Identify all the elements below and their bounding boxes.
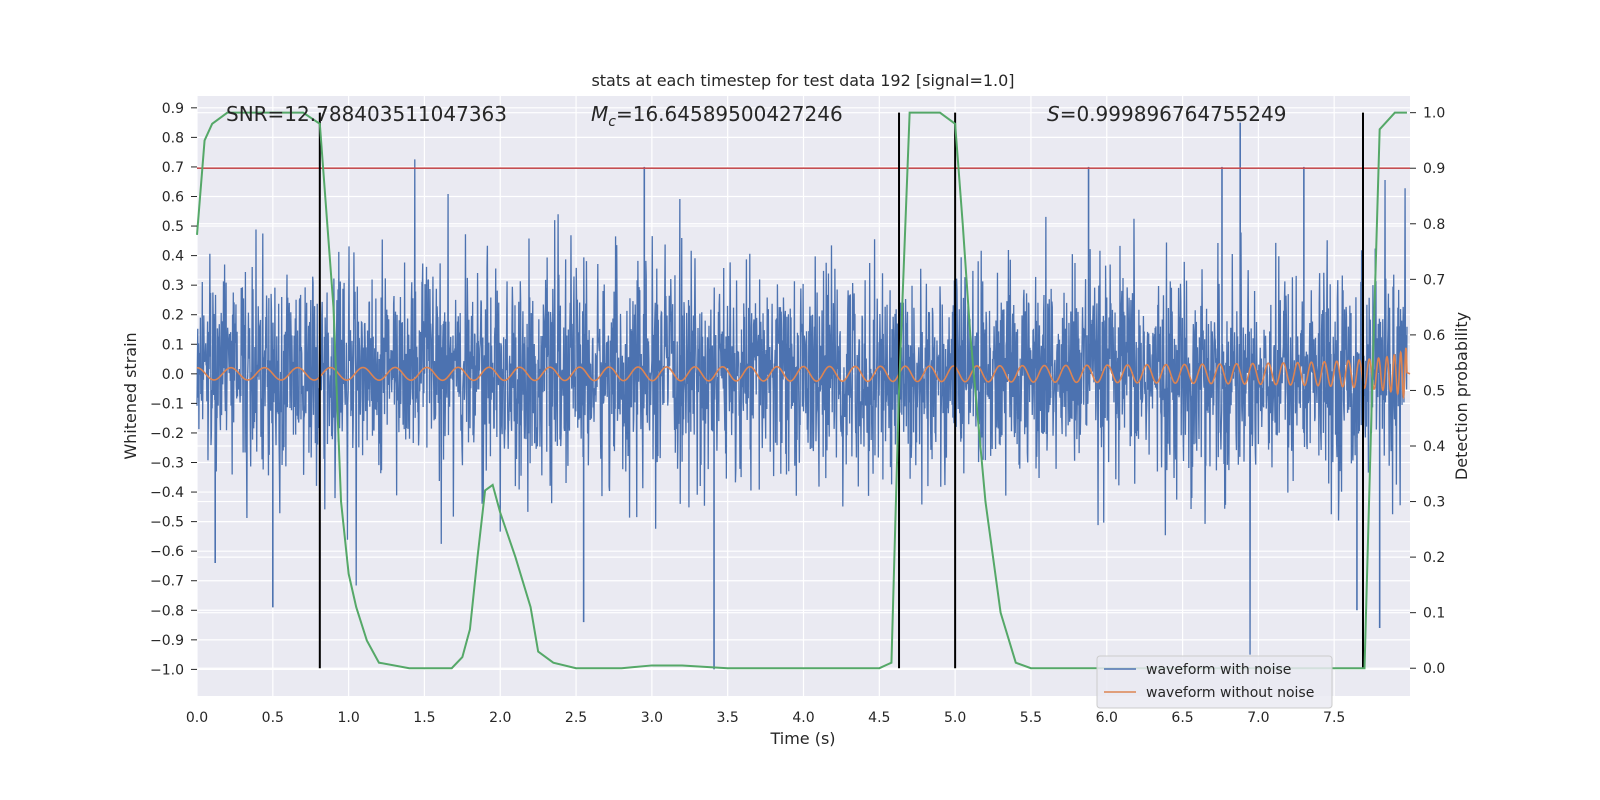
series-waveform-without-noise: [196, 347, 1411, 400]
x-axis-label: Time (s): [769, 729, 835, 748]
x-tick-label: 4.0: [792, 710, 814, 726]
y-tick-label: 0.1: [162, 337, 184, 353]
y2-tick-label: 0.6: [1423, 328, 1445, 344]
y-tick-label: −0.6: [150, 544, 184, 560]
chirp-mass-annotation: Mc=16.64589500427246: [591, 102, 843, 130]
x-tick-label: 3.0: [641, 710, 663, 726]
y2-tick-label: 0.8: [1423, 217, 1445, 233]
x-tick-label: 7.5: [1323, 710, 1345, 726]
x-tick-label: 4.5: [868, 710, 890, 726]
y2-tick-label: 0.1: [1423, 606, 1445, 622]
legend-box: [1096, 655, 1333, 709]
chirp-mass-value: =16.64589500427246: [616, 102, 843, 126]
x-tick-label: 5.5: [1020, 710, 1042, 726]
legend-label-clean: waveform without noise: [1146, 685, 1314, 701]
y-axis-label: Whitened strain: [121, 332, 140, 459]
y2-tick-label: 0.0: [1423, 661, 1445, 677]
y-axis-ticks: 0.9 0.8 0.7 0.6 0.5 0.4 0.3 0.2 0.1 0.0 −0.1 −0.2 −0…: [150, 101, 197, 678]
y-tick-label: −0.8: [150, 603, 184, 619]
y2-tick-label: 0.3: [1423, 495, 1445, 511]
snr-annotation: SNR=12.788403511047363: [226, 102, 507, 126]
chirp-mass-subscript: c: [608, 114, 616, 130]
score-symbol: S: [1047, 102, 1060, 126]
noise-trace: [196, 159, 1408, 655]
x-tick-label: 7.0: [1247, 710, 1269, 726]
chirp-mass-symbol: M: [591, 102, 608, 126]
y-tick-label: −0.3: [150, 456, 184, 472]
probability-trace: [196, 111, 1407, 670]
x-tick-label: 0.5: [262, 710, 284, 726]
score-value: =0.999896764755249: [1060, 102, 1287, 126]
series-detection-probability: [196, 111, 1407, 670]
y-tick-label: 0.4: [162, 249, 184, 265]
y2-tick-label: 0.2: [1423, 550, 1445, 566]
x-axis-ticks: 0.0 0.5 1.0 1.5 2.0 2.5 3.0 3.5 4.0 4.5 5.0 5.5 6.0 6…: [186, 710, 1345, 726]
y-tick-label: −0.2: [150, 426, 184, 442]
y-tick-label: −0.4: [150, 485, 184, 501]
y-tick-label: 0.0: [162, 367, 184, 383]
y-tick-label: 0.9: [162, 101, 184, 117]
y2-axis-label: Detection probability: [1452, 312, 1471, 480]
x-tick-label: 3.5: [717, 710, 739, 726]
legend: waveform with noise waveform without noi…: [1096, 655, 1333, 709]
y-tick-label: −0.5: [150, 515, 184, 531]
chart-title: stats at each timestep for test data 192…: [591, 71, 1014, 90]
y-tick-label: −0.1: [150, 396, 184, 412]
chirp-trace: [196, 347, 1411, 400]
score-annotation: S=0.999896764755249: [1047, 102, 1286, 126]
y-tick-label: 0.8: [162, 130, 184, 146]
x-tick-label: 5.0: [944, 710, 966, 726]
y2-tick-label: 0.5: [1423, 383, 1445, 399]
y-tick-label: −0.7: [150, 574, 184, 590]
x-tick-label: 1.0: [337, 710, 359, 726]
y2-tick-label: 0.7: [1423, 272, 1445, 288]
y-tick-label: −0.9: [150, 633, 184, 649]
y-tick-label: 0.3: [162, 278, 184, 294]
x-tick-label: 2.5: [565, 710, 587, 726]
x-tick-label: 6.5: [1171, 710, 1193, 726]
x-tick-label: 0.0: [186, 710, 208, 726]
y-tick-label: 0.2: [162, 308, 184, 324]
y2-axis-ticks: 1.0 0.9 0.8 0.7 0.6 0.5 0.4 0.3 0.2 0.1 0.0: [1410, 106, 1445, 677]
y-tick-label: 0.7: [162, 160, 184, 176]
x-tick-label: 2.0: [489, 710, 511, 726]
y-tick-label: −1.0: [150, 662, 184, 678]
y2-tick-label: 1.0: [1423, 106, 1445, 122]
legend-label-noise: waveform with noise: [1146, 662, 1291, 678]
x-tick-label: 1.5: [413, 710, 435, 726]
y2-tick-label: 0.4: [1423, 439, 1445, 455]
y-tick-label: 0.6: [162, 189, 184, 205]
y2-tick-label: 0.9: [1423, 161, 1445, 177]
y-tick-label: 0.5: [162, 219, 184, 235]
series-waveform-with-noise: [196, 122, 1408, 670]
x-tick-label: 6.0: [1096, 710, 1118, 726]
